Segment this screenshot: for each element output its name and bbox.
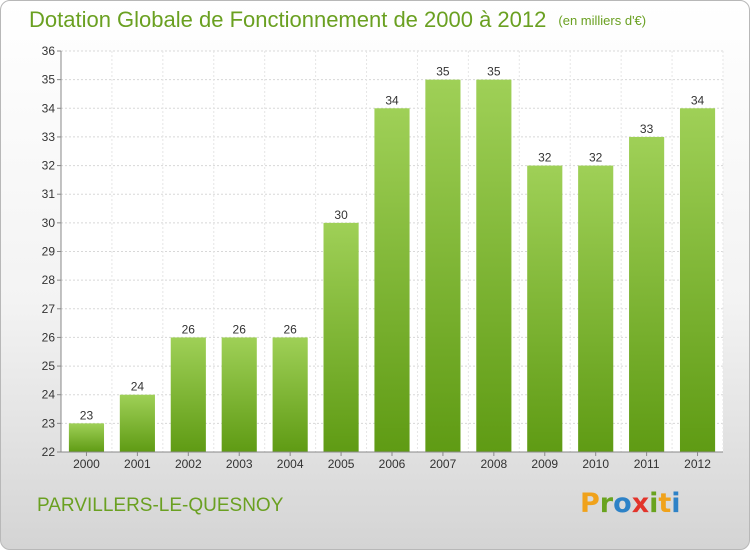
y-tick-label: 23	[42, 416, 56, 430]
bar-2006	[374, 108, 410, 453]
y-tick-label: 30	[42, 216, 56, 230]
bar-2002	[170, 337, 206, 452]
y-tick-label: 34	[42, 101, 56, 115]
x-tick-label: 2000	[73, 457, 100, 471]
y-tick-label: 24	[42, 388, 56, 402]
y-tick-label: 29	[42, 245, 56, 259]
y-tick-label: 36	[42, 44, 56, 58]
y-tick-label: 26	[42, 330, 56, 344]
bar-2005	[323, 222, 359, 452]
x-tick-label: 2004	[277, 457, 304, 471]
bars	[68, 79, 716, 453]
y-tick-label: 28	[42, 273, 56, 287]
value-label: 33	[640, 122, 654, 136]
x-tick-label: 2010	[582, 457, 609, 471]
bar-2007	[425, 79, 461, 453]
bar-2012	[679, 108, 716, 453]
bar-2004	[272, 337, 308, 452]
y-tick-label: 32	[42, 159, 56, 173]
y-tick-label: 27	[42, 302, 56, 316]
value-label: 26	[182, 322, 196, 336]
value-label: 23	[80, 408, 94, 422]
x-tick-label: 2002	[175, 457, 202, 471]
bar-2003	[221, 337, 257, 452]
data-labels: 23 24 26 26 26 30 34 35 35 32 32 33 34	[80, 65, 705, 423]
chart-title-text: Dotation Globale de Fonctionnement de 20…	[29, 7, 547, 32]
y-tick-label: 22	[42, 445, 56, 459]
value-label: 30	[334, 208, 348, 222]
axes: 22 23 24 25 26 27 28 29 30 31 32 33 34 35 36 2000 2001 20…	[42, 44, 723, 471]
value-label: 32	[589, 151, 603, 165]
value-label: 34	[385, 93, 399, 107]
y-tick-label: 35	[42, 73, 56, 87]
chart-title: Dotation Globale de Fonctionnement de 20…	[29, 7, 646, 33]
bar-2011	[629, 136, 665, 452]
bar-2000	[68, 423, 105, 452]
bar-2001	[119, 394, 155, 452]
y-tick-label: 25	[42, 359, 56, 373]
x-tick-label: 2009	[531, 457, 558, 471]
bar-2008	[476, 79, 512, 453]
x-tick-label: 2003	[226, 457, 253, 471]
x-tick-label: 2005	[328, 457, 355, 471]
x-tick-label: 2007	[430, 457, 457, 471]
x-tick-label: 2011	[634, 457, 660, 471]
x-tick-label: 2008	[480, 457, 507, 471]
value-label: 34	[691, 93, 705, 107]
y-tick-label: 33	[42, 130, 56, 144]
bar-2009	[527, 165, 563, 453]
bar-2010	[578, 165, 614, 453]
y-tick-label: 31	[42, 187, 56, 201]
x-tick-label: 2001	[124, 457, 151, 471]
value-label: 32	[538, 151, 552, 165]
value-label: 35	[487, 65, 501, 79]
value-label: 26	[283, 322, 297, 336]
value-label: 24	[131, 380, 145, 394]
x-tick-label: 2006	[379, 457, 406, 471]
chart-subtitle: (en milliers d'€)	[558, 13, 647, 28]
proxiti-logo: Proxiti	[580, 488, 681, 519]
x-tick-label: 2012	[684, 457, 711, 471]
value-label: 35	[436, 65, 450, 79]
commune-name: PARVILLERS-LE-QUESNOY	[37, 495, 284, 516]
value-label: 26	[233, 322, 247, 336]
